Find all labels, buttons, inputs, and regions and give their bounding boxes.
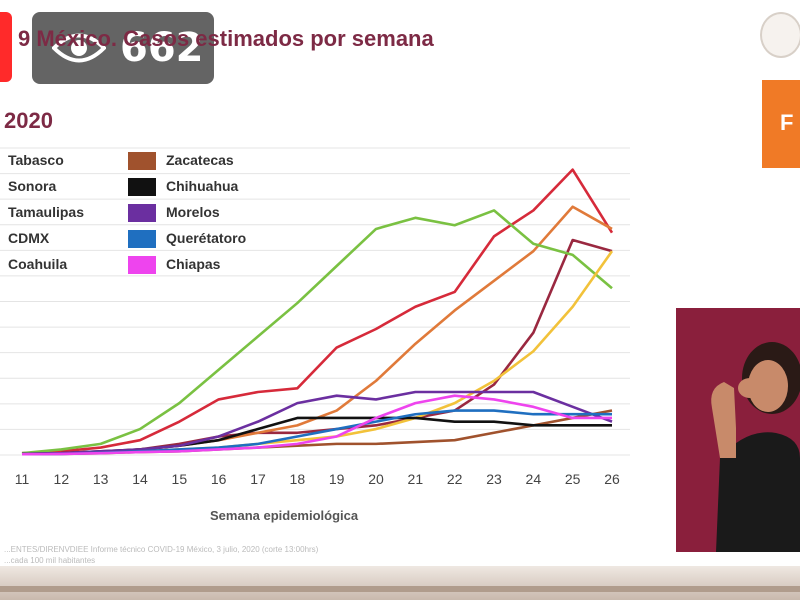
legend-swatch bbox=[128, 256, 156, 274]
source-line-1: ...ENTES/DIRENVDIEE Informe técnico COVI… bbox=[4, 545, 319, 554]
x-tick-label: 12 bbox=[54, 471, 70, 487]
legend-swatch bbox=[128, 152, 156, 170]
legend-label: Morelos bbox=[166, 204, 220, 220]
x-tick-label: 16 bbox=[211, 471, 227, 487]
live-badge bbox=[0, 12, 12, 82]
government-seal-icon bbox=[760, 12, 800, 58]
series-line-chiapas bbox=[21, 394, 612, 456]
x-tick-label: 21 bbox=[408, 471, 424, 487]
x-tick-label: 15 bbox=[172, 471, 188, 487]
interpreter-figure bbox=[676, 308, 800, 552]
legend-label: Sonora bbox=[8, 178, 57, 194]
chart-x-ticks: 11 12 13 14 15 16 17 18 19 20 21 22 23 24 25 26 bbox=[15, 471, 620, 487]
x-tick-label: 18 bbox=[290, 471, 306, 487]
chart-series-lines bbox=[21, 168, 614, 456]
x-axis-label: Semana epidemiológica bbox=[210, 508, 359, 523]
side-button[interactable]: F bbox=[762, 80, 800, 168]
x-tick-label: 23 bbox=[486, 471, 502, 487]
legend-label: Chiapas bbox=[166, 256, 221, 272]
eye-icon bbox=[52, 33, 106, 63]
line-chart: 11 12 13 14 15 16 17 18 19 20 21 22 23 24 25 26 bbox=[0, 147, 630, 487]
legend-label: Chihuahua bbox=[166, 178, 239, 194]
legend-label: Tabasco bbox=[8, 152, 64, 168]
x-tick-label: 26 bbox=[604, 471, 620, 487]
sign-language-interpreter-video bbox=[676, 308, 800, 552]
source-note: ...ENTES/DIRENVDIEE Informe técnico COVI… bbox=[4, 544, 318, 566]
chart-grid bbox=[0, 147, 630, 456]
side-button-label: F bbox=[780, 110, 794, 135]
legend-swatch bbox=[128, 230, 156, 248]
viewer-count: 662 bbox=[120, 25, 204, 71]
source-line-2: ...cada 100 mil habitantes bbox=[4, 556, 96, 565]
legend-label: Querétatoro bbox=[166, 230, 247, 246]
series-line-tabasco bbox=[21, 168, 614, 455]
legend-label: Tamaulipas bbox=[8, 204, 84, 220]
legend-label: Coahuila bbox=[8, 256, 68, 272]
x-tick-label: 24 bbox=[526, 471, 542, 487]
year-label: 2020 bbox=[4, 108, 53, 133]
page-title: 9 México. Casos estimados por semana bbox=[18, 26, 434, 51]
series-line-cdmx bbox=[21, 209, 613, 455]
x-tick-label: 13 bbox=[93, 471, 109, 487]
bottom-stripe bbox=[0, 586, 800, 592]
x-tick-label: 22 bbox=[447, 471, 463, 487]
series-line-chihuahua bbox=[21, 416, 612, 456]
legend-label: Zacatecas bbox=[166, 152, 234, 168]
x-tick-label: 19 bbox=[329, 471, 345, 487]
x-tick-label: 14 bbox=[132, 471, 148, 487]
viewer-count-pill: 662 bbox=[32, 12, 214, 84]
bottom-banner bbox=[0, 566, 800, 600]
legend-swatch bbox=[128, 204, 156, 222]
series-line-sonora bbox=[21, 238, 613, 456]
x-tick-label: 17 bbox=[250, 471, 266, 487]
series-line-morelos bbox=[21, 390, 613, 456]
x-tick-label: 25 bbox=[565, 471, 581, 487]
legend-label: CDMX bbox=[8, 230, 50, 246]
legend-swatch bbox=[128, 178, 156, 196]
x-tick-label: 11 bbox=[15, 471, 30, 487]
x-tick-label: 20 bbox=[368, 471, 384, 487]
